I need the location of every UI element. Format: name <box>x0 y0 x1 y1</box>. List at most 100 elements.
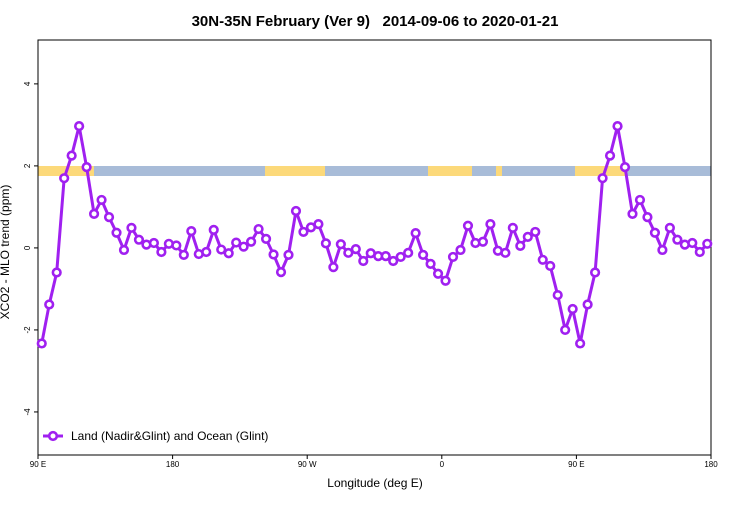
point <box>500 247 511 258</box>
point <box>649 227 661 238</box>
point <box>455 244 466 256</box>
point <box>530 226 541 238</box>
y-tick-label: 2 <box>23 163 32 168</box>
point <box>231 237 242 248</box>
point <box>313 219 324 230</box>
point <box>103 212 115 223</box>
point <box>298 226 309 238</box>
point <box>320 238 331 249</box>
point <box>81 162 92 173</box>
point <box>657 244 668 256</box>
legend-marker <box>47 430 59 442</box>
point <box>694 246 705 258</box>
land-band <box>428 166 472 176</box>
point <box>403 247 414 258</box>
point <box>335 239 346 250</box>
point <box>156 246 167 258</box>
point <box>395 251 406 263</box>
point <box>223 248 234 259</box>
point <box>447 251 459 263</box>
x-tick-label: 90 E <box>568 460 584 469</box>
y-tick-label: 0 <box>23 245 32 250</box>
point <box>462 220 474 231</box>
point <box>672 234 683 245</box>
point <box>66 150 77 161</box>
point <box>208 224 219 235</box>
point <box>634 194 646 206</box>
land-band <box>265 166 325 176</box>
point <box>201 246 212 258</box>
point <box>88 208 100 219</box>
point <box>619 162 631 173</box>
point <box>642 212 653 223</box>
point <box>702 238 713 249</box>
point <box>597 173 608 184</box>
point <box>507 222 518 233</box>
point <box>612 121 623 132</box>
point <box>283 249 294 260</box>
point <box>582 299 593 310</box>
ocean-band <box>38 166 711 176</box>
point <box>560 324 571 336</box>
y-tick-label: -4 <box>23 408 32 416</box>
point <box>246 236 257 247</box>
x-axis-label: Longitude (deg E) <box>327 476 422 490</box>
point <box>126 222 137 233</box>
point <box>268 249 279 260</box>
x-tick-label: 180 <box>704 460 718 469</box>
point <box>380 251 391 262</box>
point <box>604 150 616 161</box>
point <box>589 267 601 278</box>
y-tick-label: -2 <box>23 326 32 334</box>
y-tick-label: 4 <box>23 81 32 86</box>
point <box>148 237 160 249</box>
point <box>36 338 47 349</box>
point <box>432 268 444 279</box>
land-band <box>575 166 627 176</box>
point <box>133 234 145 245</box>
point <box>425 258 436 270</box>
point <box>515 240 526 251</box>
point <box>118 244 130 256</box>
point <box>51 267 62 278</box>
point <box>575 338 586 349</box>
point <box>627 208 638 219</box>
point <box>418 249 429 260</box>
point <box>522 231 533 242</box>
point <box>388 255 399 267</box>
point <box>290 205 302 217</box>
point <box>537 254 548 265</box>
point <box>178 249 189 260</box>
point <box>567 303 578 315</box>
point <box>96 194 107 206</box>
land-band <box>496 166 502 176</box>
point <box>238 241 249 252</box>
point <box>485 219 496 230</box>
point <box>410 228 421 239</box>
point <box>440 275 451 286</box>
y-axis-label: XCO2 - MLO trend (ppm) <box>0 185 12 320</box>
point <box>186 225 197 237</box>
point <box>171 240 182 251</box>
point <box>44 299 55 310</box>
x-tick-label: 90 E <box>30 460 46 469</box>
point <box>59 173 70 184</box>
point <box>545 260 556 272</box>
x-tick-label: 180 <box>166 460 180 469</box>
point <box>350 244 361 255</box>
point <box>358 255 369 267</box>
chart-title: 30N-35N February (Ver 9) 2014-09-06 to 2… <box>192 13 559 30</box>
land-ocean-band <box>38 166 711 176</box>
point <box>275 267 287 278</box>
x-tick-label: 0 <box>440 460 445 469</box>
point <box>111 227 122 238</box>
point <box>687 237 698 249</box>
point <box>477 236 489 247</box>
point <box>253 223 264 235</box>
legend-label: Land (Nadir&Glint) and Ocean (Glint) <box>71 429 268 443</box>
point <box>216 244 227 255</box>
point <box>552 289 563 301</box>
point <box>343 247 354 258</box>
